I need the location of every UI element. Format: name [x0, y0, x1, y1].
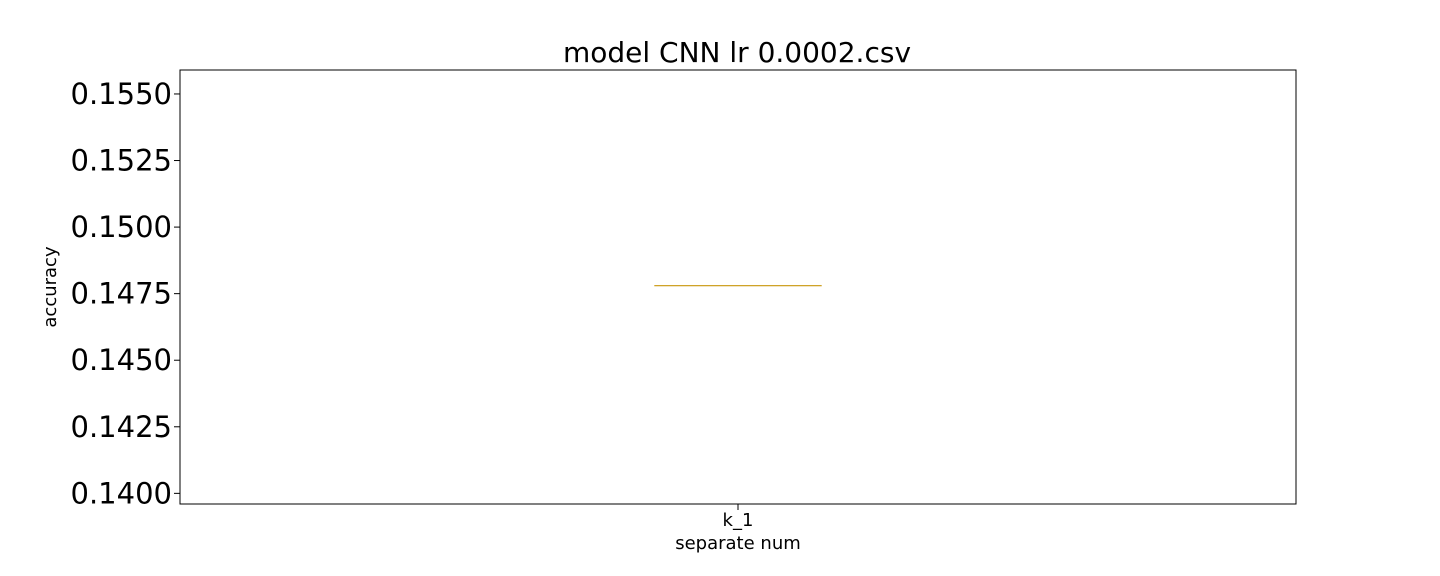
chart-title: model CNN lr 0.0002.csv — [563, 36, 911, 69]
y-tick-label: 0.1425 — [71, 410, 172, 444]
y-tick-label: 0.1400 — [71, 476, 172, 510]
y-axis-ticks: 0.1400 0.1425 0.1450 0.1475 0.1500 0.1525 0.15… — [71, 77, 180, 510]
x-axis-ticks: k_1 — [723, 504, 754, 531]
y-axis-label: accuracy — [40, 246, 61, 328]
x-tick-label: k_1 — [723, 510, 754, 531]
y-tick-label: 0.1525 — [71, 144, 172, 178]
x-axis-label: separate num — [675, 533, 801, 554]
plot-area-frame — [179, 69, 1297, 505]
y-tick-label: 0.1475 — [71, 277, 172, 311]
y-tick-label: 0.1450 — [71, 343, 172, 377]
y-tick-label: 0.1550 — [71, 77, 172, 111]
y-tick-label: 0.1500 — [71, 210, 172, 244]
